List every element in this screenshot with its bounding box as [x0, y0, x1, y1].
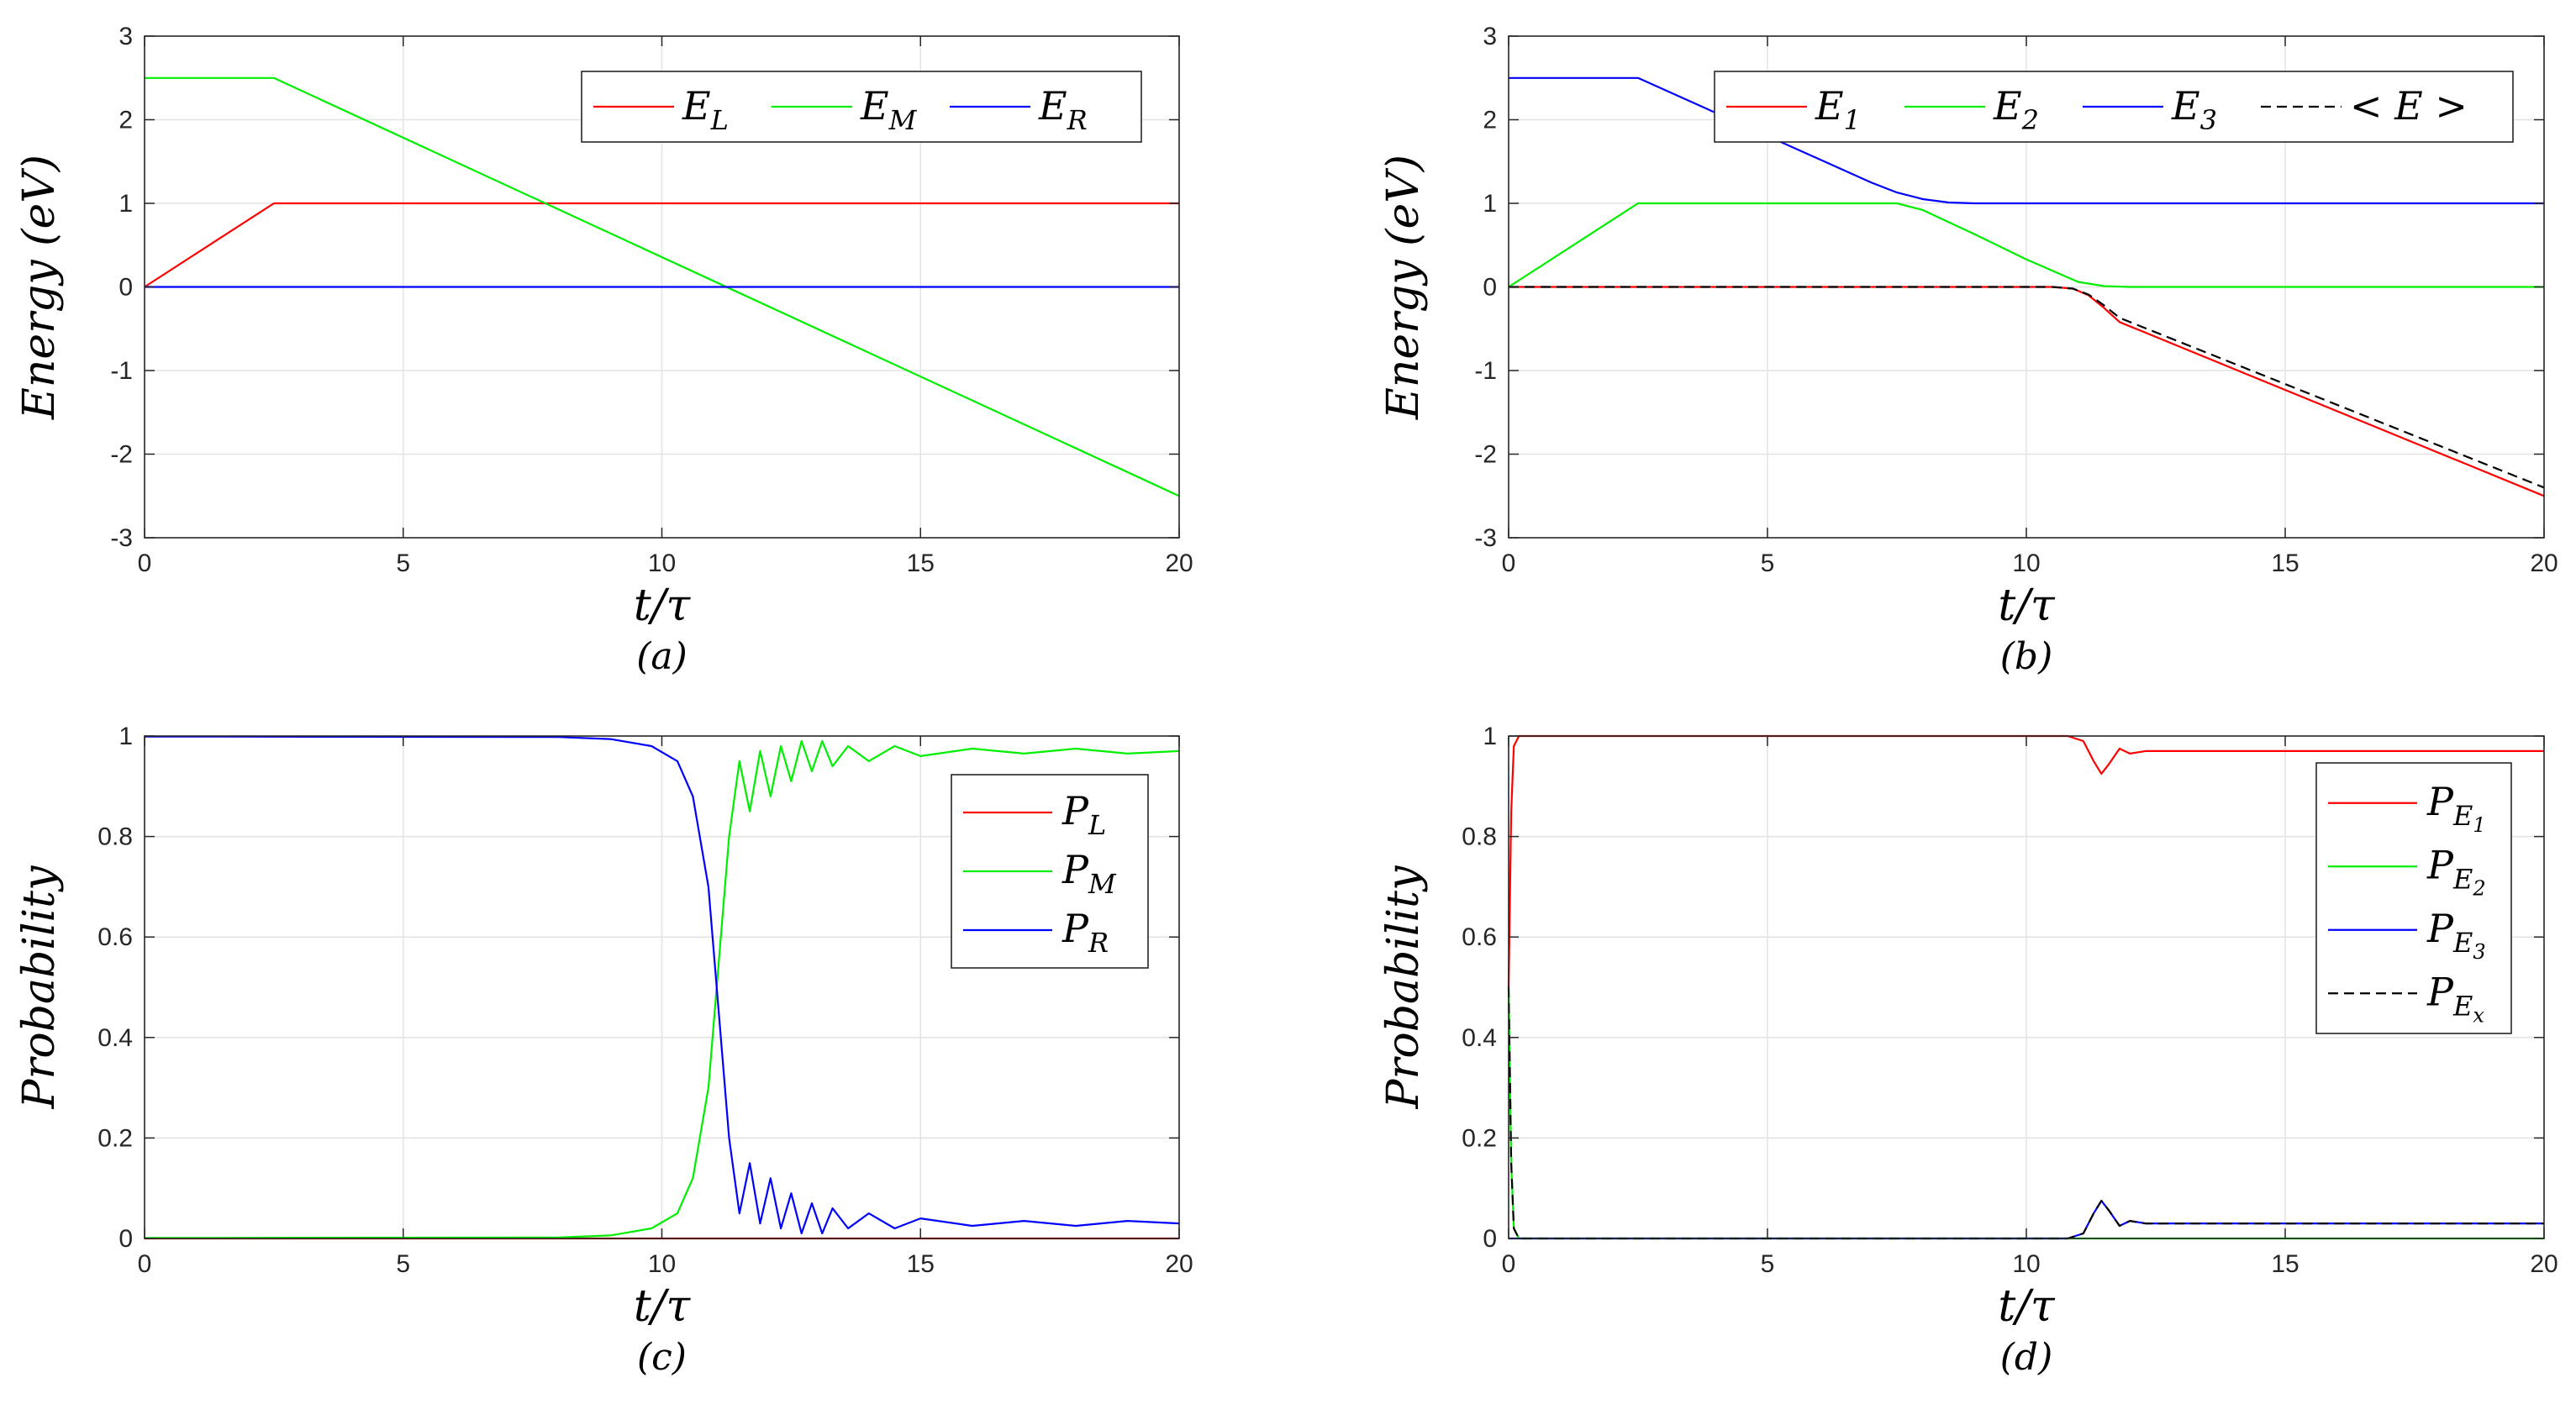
- panel-a-xtick-label: 10: [648, 549, 676, 577]
- panel-d-series-PEx-line: [1507, 986, 2544, 1240]
- panel-a-series-EL-line: [144, 202, 1179, 288]
- panel-a-legend-label-EL: EL: [682, 83, 729, 136]
- panel-d-caption: (d): [2000, 1336, 2053, 1379]
- panel-a-series-EM-line: [145, 76, 1180, 497]
- panel-c-xtick-label: 5: [396, 1250, 410, 1278]
- panel-c-xtick-label: 10: [648, 1250, 676, 1278]
- panel-a-ytick-label: -1: [110, 357, 133, 385]
- panel-c-legend: PL PM PR: [951, 774, 1149, 969]
- panel-c-xtick-label: 0: [138, 1250, 152, 1278]
- panel-a-caption: (a): [636, 635, 687, 678]
- panel-d-eigenstate-probabilities: 0 5 10 15 20 0 0.2 0.4 0.6 0.8 1 t/τ(d) Probability P…: [1378, 723, 2558, 1379]
- panel-b-xtick-label: 15: [2271, 549, 2299, 577]
- panel-c-ytick-label: 0.2: [97, 1124, 133, 1152]
- panel-a-legend-label-EM: EM: [860, 83, 918, 136]
- panel-d-xtick-label: 10: [2012, 1250, 2040, 1278]
- panel-a-ylabel: Energy (eV): [14, 155, 65, 420]
- panel-a-xlabel: t/τ: [634, 581, 691, 631]
- panel-b-xtick-label: 20: [2530, 549, 2558, 577]
- panel-d-ytick-label: 0.8: [1462, 823, 1497, 851]
- panel-d-ylabel: Probability: [1378, 865, 1429, 1110]
- panel-a-ytick-label: 2: [119, 107, 133, 134]
- panel-b-ytick-label: 0: [1483, 274, 1497, 302]
- panel-b-series-E3-line: [1509, 76, 2544, 205]
- panel-b-xtick-label: 5: [1761, 549, 1775, 577]
- panel-c-ytick-label: 0: [119, 1225, 133, 1253]
- panel-a-ytick-label: 3: [119, 23, 133, 50]
- panel-b-legend-label-E: < E >: [2350, 83, 2468, 129]
- panel-b-ylabel: Energy (eV): [1378, 155, 1429, 420]
- panel-d-series-PE3-line: [1509, 1200, 2544, 1240]
- panel-a-ytick-label: -3: [110, 524, 133, 552]
- panel-c-xtick-label: 20: [1165, 1250, 1193, 1278]
- panel-a-ytick-label: 1: [119, 190, 133, 218]
- panel-a-ytick-label: 0: [119, 274, 133, 302]
- panel-c-xtick-label: 15: [907, 1250, 935, 1278]
- panel-c-series-PM-line: [144, 739, 1180, 1239]
- panel-a-xtick-label: 0: [138, 549, 152, 577]
- panel-c-caption: (c): [637, 1336, 687, 1379]
- panel-d-legend-label-PE1: PE1: [2426, 779, 2486, 837]
- panel-d-ytick-label: 0.6: [1462, 923, 1497, 951]
- panel-d-xtick-label: 15: [2271, 1250, 2299, 1278]
- panel-c-ytick-label: 0.6: [97, 923, 133, 951]
- panel-d-series-PE1-line: [1507, 734, 2544, 988]
- panel-b-caption: (b): [2000, 635, 2053, 678]
- panel-d-legend-label-PEx: PEx: [2426, 969, 2484, 1027]
- panel-d-xtick-label: 20: [2530, 1250, 2558, 1278]
- panel-b-ytick-label: -3: [1474, 524, 1497, 552]
- panel-a-legend: EL EM ER: [581, 71, 1142, 143]
- panel-d-ytick-label: 1: [1483, 723, 1497, 750]
- panel-c-ytick-label: 1: [119, 723, 133, 750]
- panel-b-legend-label-E3: E3: [2171, 83, 2217, 136]
- panel-c-ytick-label: 0.8: [97, 823, 133, 851]
- panel-d-xlabel: t/τ: [1998, 1281, 2055, 1332]
- panel-a-xtick-label: 5: [396, 549, 410, 577]
- panel-b-ytick-label: 3: [1483, 23, 1497, 50]
- panel-c-series-PR-line: [144, 735, 1180, 1235]
- panel-b-xlabel: t/τ: [1998, 581, 2055, 631]
- panel-c-ylabel: Probability: [14, 865, 65, 1110]
- panel-a-xtick-label: 15: [907, 549, 935, 577]
- panel-d-ytick-label: 0: [1483, 1225, 1497, 1253]
- panel-d-xtick-label: 0: [1502, 1250, 1516, 1278]
- panel-b-legend-label-E2: E2: [1993, 83, 2039, 136]
- panel-d-legend-label-PE2: PE2: [2426, 842, 2486, 900]
- panel-a-ytick-label: -2: [110, 441, 133, 469]
- panel-c-site-probabilities: 0 5 10 15 20 0 0.2 0.4 0.6 0.8 1 t/τ(c) Probability P…: [14, 723, 1193, 1379]
- panel-c-xlabel: t/τ: [634, 1281, 691, 1332]
- panel-c-legend-label-PR: PR: [1061, 906, 1109, 959]
- panel-b-ytick-label: -2: [1474, 441, 1497, 469]
- panel-b-ytick-label: -1: [1474, 357, 1497, 385]
- panel-c-ytick-label: 0.4: [97, 1024, 133, 1052]
- panel-b-legend: E1 E2 E3 < E >: [1714, 71, 2514, 143]
- panel-b-legend-label-E1: E1: [1815, 83, 1861, 136]
- panel-b-ytick-label: 2: [1483, 107, 1497, 134]
- panel-b-series-E2-line: [1508, 202, 2544, 288]
- panel-c-legend-label-PM: PM: [1061, 847, 1117, 900]
- panel-a-xtick-label: 20: [1165, 549, 1193, 577]
- panel-b-ytick-label: 1: [1483, 190, 1497, 218]
- panel-b-xtick-label: 10: [2012, 549, 2040, 577]
- panel-b-series-E-line: [1509, 286, 2545, 489]
- panel-d-ytick-label: 0.4: [1462, 1024, 1497, 1052]
- panel-d-ytick-label: 0.2: [1462, 1124, 1497, 1152]
- panel-c-legend-label-PL: PL: [1061, 788, 1106, 841]
- panel-d-xtick-label: 5: [1761, 1250, 1775, 1278]
- panel-d-legend-label-PE3: PE3: [2426, 906, 2486, 964]
- panel-b-xtick-label: 0: [1502, 549, 1516, 577]
- panel-a-legend-label-ER: ER: [1038, 83, 1088, 136]
